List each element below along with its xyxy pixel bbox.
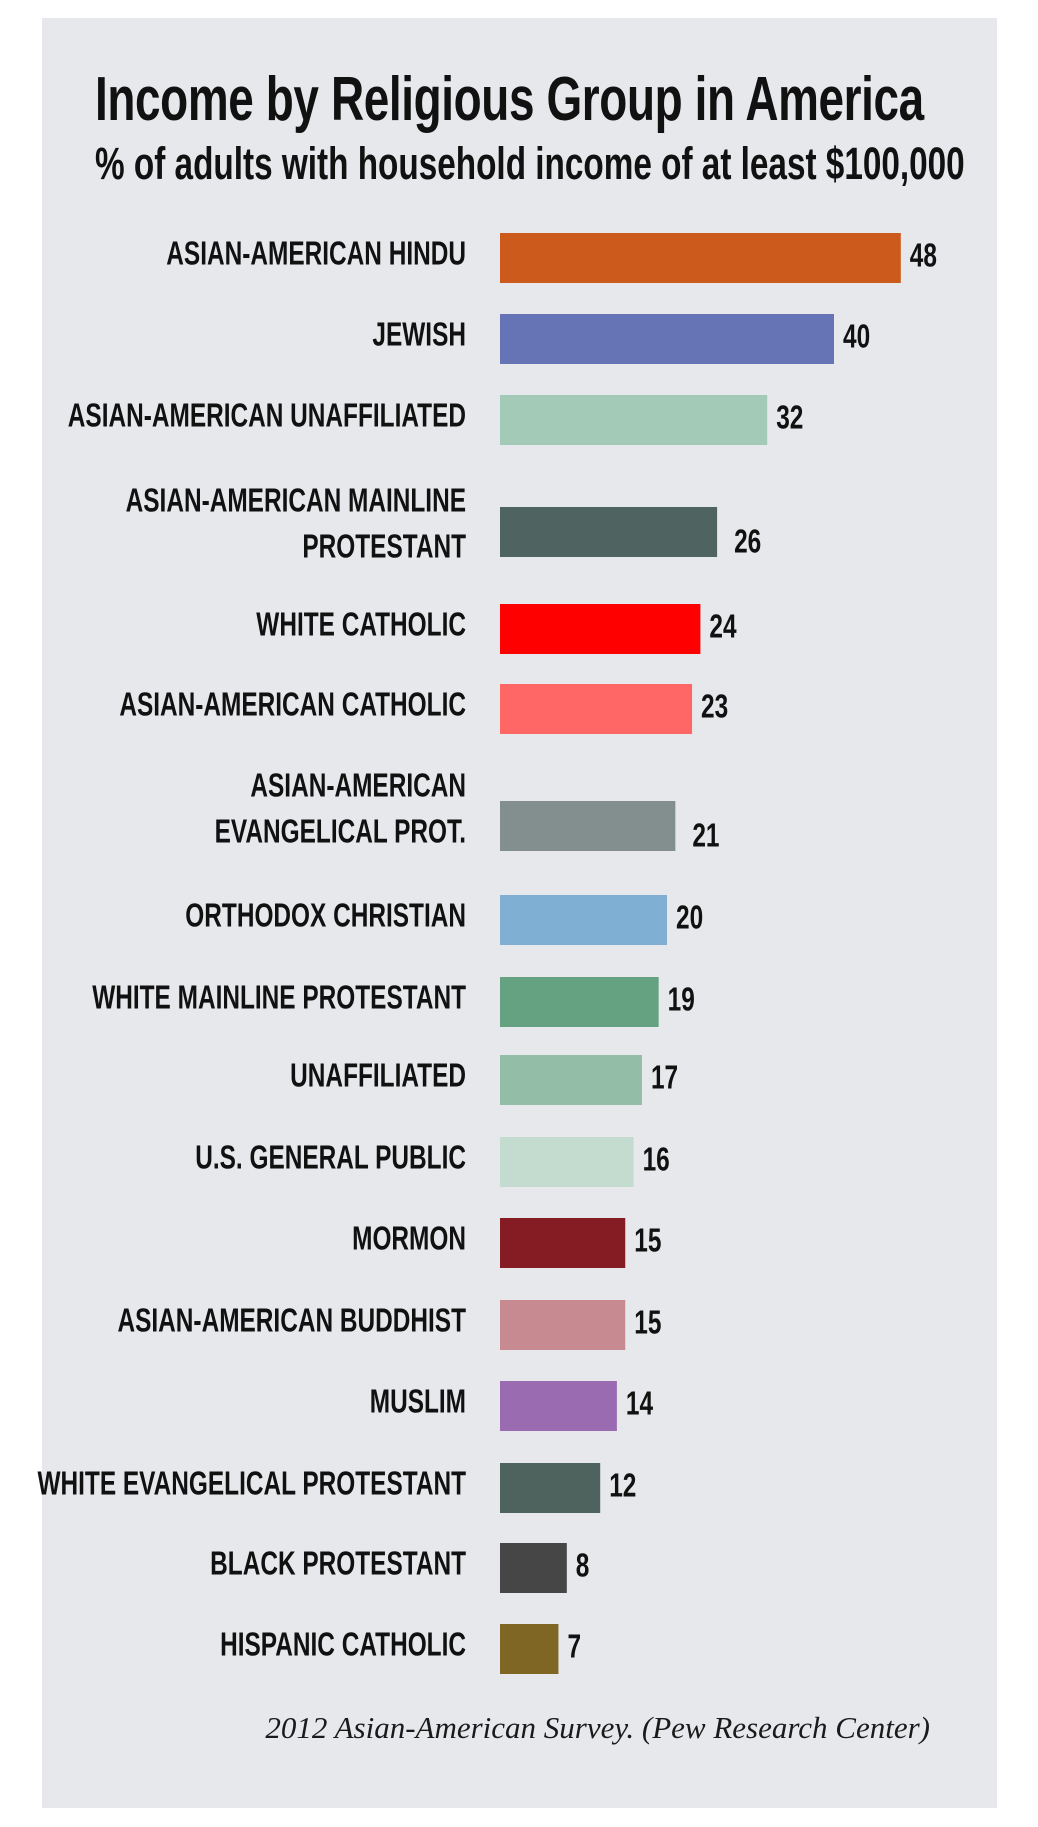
value-label: 21 xyxy=(692,818,719,854)
category-label: ASIAN-AMERICAN xyxy=(250,768,466,804)
value-label: 8 xyxy=(576,1548,590,1584)
category-label: JEWISH xyxy=(372,317,466,353)
bar xyxy=(500,684,693,734)
value-label: 12 xyxy=(609,1468,636,1504)
category-label: ASIAN-AMERICAN BUDDHIST xyxy=(117,1303,466,1339)
category-label: ASIAN-AMERICAN HINDU xyxy=(166,236,466,272)
category-label: HISPANIC CATHOLIC xyxy=(220,1627,466,1663)
bar xyxy=(500,507,718,557)
bar xyxy=(500,1543,567,1593)
value-label: 20 xyxy=(676,900,703,936)
value-label: 23 xyxy=(701,689,728,725)
source-note: 2012 Asian-American Survey. (Pew Researc… xyxy=(265,1710,930,1745)
bar xyxy=(500,1055,642,1105)
bar xyxy=(500,1381,617,1431)
chart-title: Income by Religious Group in America xyxy=(95,65,924,134)
bar xyxy=(500,233,901,283)
bar xyxy=(500,314,834,364)
category-label: EVANGELICAL PROT. xyxy=(215,814,466,850)
value-label: 19 xyxy=(668,982,695,1018)
bar xyxy=(500,977,659,1027)
category-label: ASIAN-AMERICAN UNAFFILIATED xyxy=(68,398,466,434)
category-label: ORTHODOX CHRISTIAN xyxy=(185,898,466,934)
bar xyxy=(500,1624,559,1674)
value-label: 7 xyxy=(567,1629,581,1665)
chart-subtitle: % of adults with household income of at … xyxy=(95,138,965,189)
value-label: 32 xyxy=(776,400,803,436)
bar xyxy=(500,1300,626,1350)
category-label: BLACK PROTESTANT xyxy=(210,1546,466,1582)
bar xyxy=(500,395,768,445)
bar xyxy=(500,801,676,851)
value-label: 15 xyxy=(634,1305,661,1341)
value-label: 14 xyxy=(626,1386,653,1422)
category-label: MUSLIM xyxy=(370,1384,466,1420)
bar xyxy=(500,1137,634,1187)
bar xyxy=(500,895,667,945)
bar xyxy=(500,1463,601,1513)
category-label: MORMON xyxy=(352,1221,466,1257)
category-label: WHITE EVANGELICAL PROTESTANT xyxy=(37,1466,466,1502)
category-label: ASIAN-AMERICAN MAINLINE xyxy=(126,483,466,519)
value-label: 16 xyxy=(643,1142,670,1178)
value-label: 26 xyxy=(734,524,761,560)
value-label: 48 xyxy=(910,238,937,274)
value-label: 17 xyxy=(651,1060,678,1096)
bar xyxy=(500,1218,626,1268)
category-label: PROTESTANT xyxy=(302,529,466,565)
bar xyxy=(500,604,701,654)
category-label: UNAFFILIATED xyxy=(290,1058,466,1094)
value-label: 24 xyxy=(709,609,736,645)
category-label: WHITE MAINLINE PROTESTANT xyxy=(92,980,466,1016)
category-label: ASIAN-AMERICAN CATHOLIC xyxy=(119,687,466,723)
value-label: 40 xyxy=(843,319,870,355)
category-label: U.S. GENERAL PUBLIC xyxy=(195,1140,466,1176)
category-label: WHITE CATHOLIC xyxy=(256,607,466,643)
value-label: 15 xyxy=(634,1223,661,1259)
